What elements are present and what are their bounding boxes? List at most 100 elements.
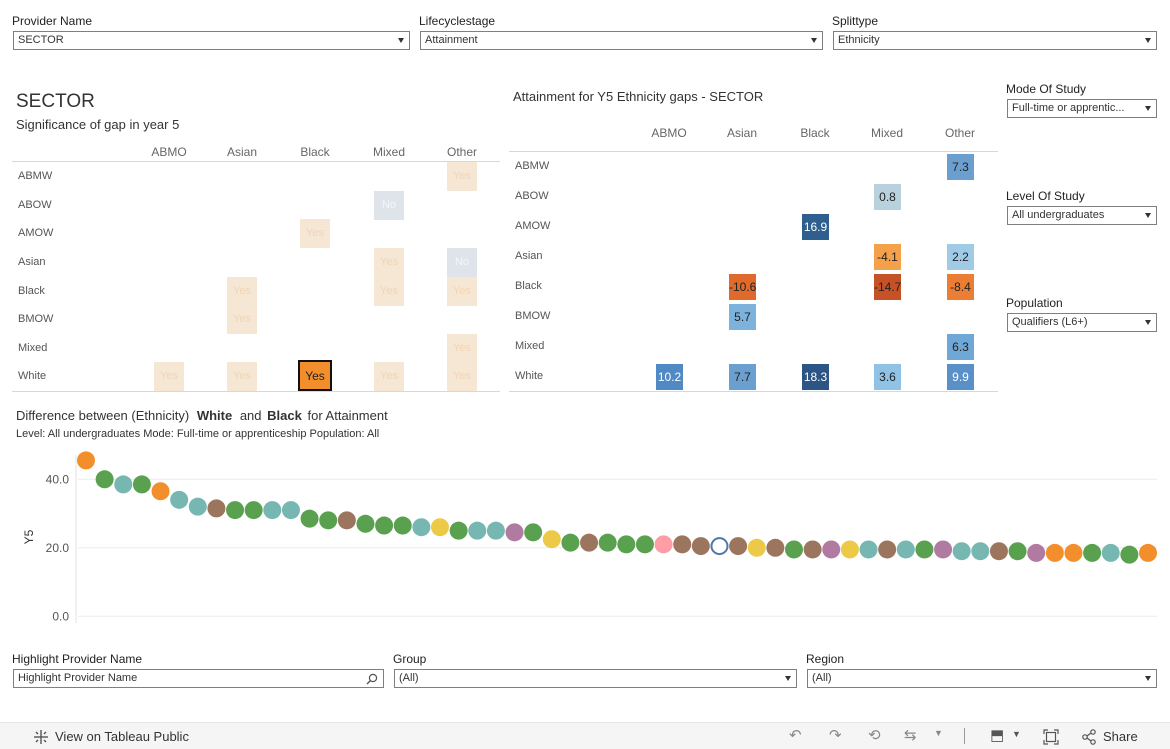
scatter-point[interactable] — [486, 521, 505, 540]
gaps-cell[interactable]: 7.3 — [947, 154, 974, 180]
scatter-point[interactable] — [281, 501, 300, 520]
scatter-point[interactable] — [393, 516, 412, 535]
scatter-point[interactable] — [654, 535, 673, 554]
scatter-point[interactable] — [747, 538, 766, 557]
gaps-cell[interactable]: -8.4 — [947, 274, 974, 300]
gaps-cell[interactable]: 5.7 — [729, 304, 756, 330]
scatter-point[interactable] — [729, 537, 748, 556]
scatter-point[interactable] — [226, 501, 245, 520]
scatter-point[interactable] — [300, 509, 319, 528]
scatter-point[interactable] — [859, 540, 878, 559]
scatter-point[interactable] — [542, 530, 561, 549]
scatter-point[interactable] — [878, 540, 897, 559]
scatter-point[interactable] — [244, 501, 263, 520]
significance-cell[interactable]: Yes — [227, 276, 257, 306]
scatter-point[interactable] — [114, 475, 133, 494]
scatter-point[interactable] — [934, 540, 953, 559]
scatter-point[interactable] — [580, 533, 599, 552]
population-dropdown[interactable]: Qualifiers (L6+) — [1007, 313, 1157, 332]
scatter-point[interactable] — [412, 518, 431, 537]
share-button[interactable]: Share — [1103, 729, 1138, 744]
scatter-point[interactable] — [803, 540, 822, 559]
level-dropdown[interactable]: All undergraduates — [1007, 206, 1157, 225]
scatter-point[interactable] — [1139, 543, 1157, 562]
scatter-point[interactable] — [915, 540, 934, 559]
group-dropdown[interactable]: (All) — [394, 669, 797, 688]
scatter-point[interactable] — [896, 540, 915, 559]
scatter-point[interactable] — [822, 540, 841, 559]
scatter-point[interactable] — [766, 538, 785, 557]
significance-cell[interactable]: Yes — [374, 362, 404, 391]
scatter-point[interactable] — [952, 542, 971, 561]
scatter-point[interactable] — [77, 451, 95, 470]
scatter-point[interactable] — [989, 542, 1008, 561]
fullscreen-icon[interactable] — [1043, 729, 1059, 745]
significance-cell[interactable]: Yes — [154, 362, 184, 391]
scatter-point[interactable] — [598, 533, 617, 552]
scatter-point[interactable] — [1120, 545, 1139, 564]
difference-scatter-chart[interactable]: 0.0 20.0 40.0 Y5 — [0, 445, 1170, 630]
region-dropdown[interactable]: (All) — [807, 669, 1157, 688]
scatter-point-highlighted[interactable] — [710, 537, 729, 556]
redo-icon[interactable]: ↷ — [829, 727, 842, 744]
scatter-point[interactable] — [263, 501, 282, 520]
scatter-point[interactable] — [971, 542, 990, 561]
scatter-point[interactable] — [132, 475, 151, 494]
gaps-cell[interactable]: 16.9 — [802, 214, 829, 240]
scatter-point[interactable] — [1027, 543, 1046, 562]
scatter-point[interactable] — [431, 518, 449, 537]
scatter-point[interactable] — [561, 533, 580, 552]
scatter-point[interactable] — [1045, 543, 1064, 562]
scatter-point[interactable] — [375, 516, 394, 535]
significance-cell[interactable]: Yes — [374, 248, 404, 277]
undo-icon[interactable]: ↶ — [789, 727, 802, 744]
significance-cell[interactable]: No — [447, 248, 477, 277]
mode-dropdown[interactable]: Full-time or apprentic... — [1007, 99, 1157, 118]
scatter-point[interactable] — [449, 521, 468, 540]
scatter-point[interactable] — [691, 537, 710, 556]
significance-cell[interactable]: Yes — [447, 276, 477, 306]
scatter-point[interactable] — [673, 535, 692, 554]
revert-icon[interactable]: ⟲ — [868, 727, 881, 744]
scatter-point[interactable] — [319, 511, 338, 530]
scatter-point[interactable] — [635, 535, 654, 554]
lifecycle-dropdown[interactable]: Attainment — [420, 31, 823, 50]
scatter-point[interactable] — [356, 514, 375, 533]
significance-cell[interactable]: Yes — [374, 276, 404, 306]
scatter-point[interactable] — [785, 540, 803, 559]
scatter-point[interactable] — [337, 511, 356, 530]
significance-cell[interactable]: Yes — [300, 219, 330, 248]
download-menu-chevron-icon[interactable]: ▼ — [1012, 729, 1021, 739]
significance-cell[interactable]: Yes — [447, 362, 477, 391]
scatter-point[interactable] — [151, 482, 170, 501]
gaps-cell[interactable]: 18.3 — [802, 364, 829, 390]
scatter-point[interactable] — [207, 499, 226, 518]
scatter-point[interactable] — [840, 540, 859, 559]
gaps-cell[interactable]: -14.7 — [874, 274, 901, 300]
significance-cell-selected[interactable]: Yes — [298, 360, 332, 391]
scatter-point[interactable] — [188, 497, 207, 516]
splittype-dropdown[interactable]: Ethnicity — [833, 31, 1157, 50]
gaps-cell[interactable]: 3.6 — [874, 364, 901, 390]
refresh-menu-chevron-icon[interactable]: ▼ — [934, 728, 943, 738]
scatter-point[interactable] — [468, 521, 487, 540]
gaps-cell[interactable]: 6.3 — [947, 334, 974, 360]
significance-cell[interactable]: Yes — [447, 334, 477, 363]
download-icon[interactable]: ⬒ — [990, 727, 1005, 744]
gaps-cell[interactable]: 9.9 — [947, 364, 974, 390]
provider-dropdown[interactable]: SECTOR — [13, 31, 410, 50]
scatter-point[interactable] — [1083, 543, 1102, 562]
gaps-cell[interactable]: 2.2 — [947, 244, 974, 270]
scatter-point[interactable] — [617, 535, 636, 554]
refresh-icon[interactable]: ⇆ — [904, 727, 917, 744]
scatter-point[interactable] — [524, 523, 543, 542]
scatter-point[interactable] — [1101, 543, 1120, 562]
highlight-provider-input[interactable]: Highlight Provider Name — [13, 669, 384, 688]
gaps-cell[interactable]: 10.2 — [656, 364, 683, 390]
scatter-point[interactable] — [1064, 543, 1083, 562]
significance-cell[interactable]: Yes — [227, 362, 257, 391]
gaps-cell[interactable]: -4.1 — [874, 244, 901, 270]
view-on-tableau-link[interactable]: View on Tableau Public — [55, 729, 189, 744]
scatter-point[interactable] — [505, 523, 524, 542]
significance-cell[interactable]: Yes — [447, 162, 477, 191]
